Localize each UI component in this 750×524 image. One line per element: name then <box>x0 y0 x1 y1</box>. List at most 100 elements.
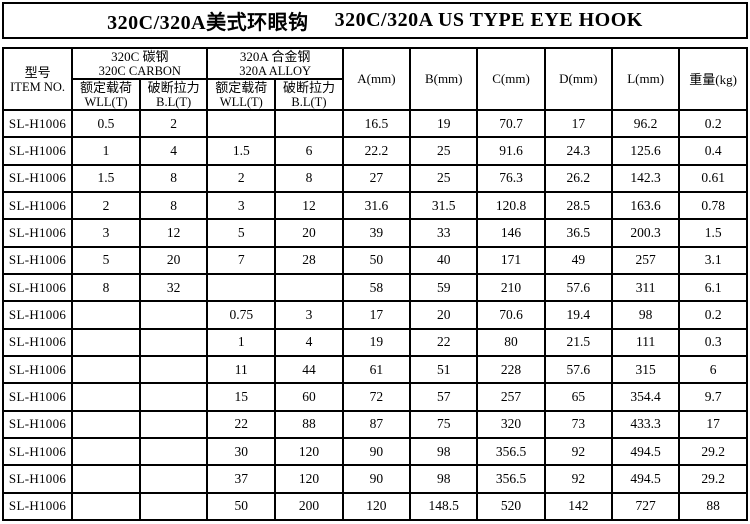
cell-carbon-bl <box>138 409 209 439</box>
cell-alloy-wll: 5 <box>206 218 277 248</box>
cell-dim-c: 320 <box>476 409 546 439</box>
cell-dim-c: 356.5 <box>476 464 546 494</box>
cell-dim-a: 58 <box>341 272 412 303</box>
cell-carbon-wll: 8 <box>71 272 141 303</box>
header-group-320a-alloy: 320A 合金钢 320A ALLOY <box>206 47 344 80</box>
cell-carbon-bl: 32 <box>138 272 209 303</box>
cell-carbon-wll <box>71 464 141 494</box>
cell-dim-a: 17 <box>341 300 412 330</box>
cell-dim-b: 57 <box>409 382 479 412</box>
cell-dim-b: 31.5 <box>409 190 479 221</box>
cell-dim-l: 200.3 <box>610 218 681 248</box>
table-row: SL-H1006 2 8 3 12 31.6 31.5 120.8 28.5 163.6 0.78 <box>1 190 748 221</box>
cell-weight: 17 <box>678 409 748 439</box>
header-alloy-bl: 破断拉力 B.L(T) <box>274 78 344 111</box>
cell-dim-d: 24.3 <box>543 136 613 166</box>
cell-alloy-bl: 120 <box>274 464 344 494</box>
table-row: SL-H1006 11 44 61 51 228 57.6 315 6 <box>1 354 748 385</box>
cell-carbon-wll: 3 <box>71 218 141 248</box>
cell-dim-l: 315 <box>610 354 681 385</box>
cell-item-no: SL-H1006 <box>1 327 74 357</box>
cell-alloy-bl: 28 <box>274 245 344 275</box>
cell-weight: 6 <box>678 354 748 385</box>
table-row: SL-H1006 8 32 58 59 210 57.6 311 6.1 <box>1 272 748 303</box>
header-item-no: 型号 ITEM NO. <box>1 47 74 111</box>
cell-dim-d: 17 <box>543 108 613 139</box>
cell-dim-c: 76.3 <box>476 163 546 193</box>
cell-dim-c: 356.5 <box>476 436 546 467</box>
cell-dim-b: 25 <box>409 163 479 193</box>
cell-dim-b: 22 <box>409 327 479 357</box>
cell-dim-d: 73 <box>543 409 613 439</box>
cell-carbon-bl: 8 <box>138 163 209 193</box>
cell-dim-l: 125.6 <box>610 136 681 166</box>
cell-dim-l: 98 <box>610 300 681 330</box>
header-dim-l: L(mm) <box>610 47 681 111</box>
cell-item-no: SL-H1006 <box>1 136 74 166</box>
cell-carbon-bl <box>138 382 209 412</box>
cell-dim-l: 354.4 <box>610 382 681 412</box>
cell-dim-b: 20 <box>409 300 479 330</box>
cell-carbon-wll <box>71 491 141 522</box>
cell-carbon-wll: 2 <box>71 190 141 221</box>
cell-dim-a: 90 <box>341 436 412 467</box>
cell-dim-a: 39 <box>341 218 412 248</box>
header-320c-en: 320C CARBON <box>98 64 181 78</box>
cell-alloy-wll: 11 <box>206 354 277 385</box>
page-title: 320C/320A美式环眼钩 320C/320A US TYPE EYE HOO… <box>2 2 748 39</box>
cell-alloy-wll <box>206 272 277 303</box>
cell-dim-d: 19.4 <box>543 300 613 330</box>
cell-dim-a: 72 <box>341 382 412 412</box>
table-row: SL-H1006 30 120 90 98 356.5 92 494.5 29.2 <box>1 436 748 467</box>
cell-item-no: SL-H1006 <box>1 218 74 248</box>
cell-weight: 0.61 <box>678 163 748 193</box>
cell-item-no: SL-H1006 <box>1 163 74 193</box>
cell-weight: 3.1 <box>678 245 748 275</box>
cell-alloy-wll <box>206 108 277 139</box>
cell-weight: 0.2 <box>678 300 748 330</box>
cell-dim-c: 210 <box>476 272 546 303</box>
cell-item-no: SL-H1006 <box>1 354 74 385</box>
cell-dim-l: 96.2 <box>610 108 681 139</box>
cell-dim-l: 494.5 <box>610 436 681 467</box>
cell-item-no: SL-H1006 <box>1 300 74 330</box>
cell-carbon-wll <box>71 382 141 412</box>
cell-dim-a: 19 <box>341 327 412 357</box>
cell-weight: 88 <box>678 491 748 522</box>
header-carbon-wll: 额定载荷 WLL(T) <box>71 78 141 111</box>
cell-carbon-wll <box>71 327 141 357</box>
cell-weight: 0.3 <box>678 327 748 357</box>
cell-alloy-wll: 50 <box>206 491 277 522</box>
cell-alloy-bl: 8 <box>274 163 344 193</box>
spec-table: 型号 ITEM NO. 320C 碳钢 320C CARBON 320A 合金钢… <box>1 47 748 522</box>
cell-alloy-bl <box>274 108 344 139</box>
cell-carbon-bl: 8 <box>138 190 209 221</box>
cell-weight: 1.5 <box>678 218 748 248</box>
cell-dim-d: 49 <box>543 245 613 275</box>
cell-item-no: SL-H1006 <box>1 382 74 412</box>
cell-weight: 6.1 <box>678 272 748 303</box>
cell-alloy-bl: 44 <box>274 354 344 385</box>
header-weight: 重量(kg) <box>678 47 748 111</box>
header-320c-cn: 320C 碳钢 <box>111 49 169 64</box>
cell-carbon-bl <box>138 491 209 522</box>
cell-dim-c: 520 <box>476 491 546 522</box>
cell-dim-b: 59 <box>409 272 479 303</box>
table-header: 型号 ITEM NO. 320C 碳钢 320C CARBON 320A 合金钢… <box>1 47 748 111</box>
header-carbon-bl: 破断拉力 B.L(T) <box>138 78 209 111</box>
cell-carbon-wll <box>71 409 141 439</box>
header-320a-en: 320A ALLOY <box>239 64 312 78</box>
cell-dim-b: 98 <box>409 464 479 494</box>
cell-dim-a: 22.2 <box>341 136 412 166</box>
cell-dim-a: 90 <box>341 464 412 494</box>
cell-alloy-wll: 0.75 <box>206 300 277 330</box>
table-row: SL-H1006 5 20 7 28 50 40 171 49 257 3.1 <box>1 245 748 275</box>
cell-dim-b: 33 <box>409 218 479 248</box>
cell-weight: 9.7 <box>678 382 748 412</box>
cell-carbon-wll: 1.5 <box>71 163 141 193</box>
table-row: SL-H1006 22 88 87 75 320 73 433.3 17 <box>1 409 748 439</box>
header-dim-d: D(mm) <box>543 47 613 111</box>
cell-carbon-bl: 20 <box>138 245 209 275</box>
cell-dim-l: 433.3 <box>610 409 681 439</box>
cell-alloy-bl: 120 <box>274 436 344 467</box>
